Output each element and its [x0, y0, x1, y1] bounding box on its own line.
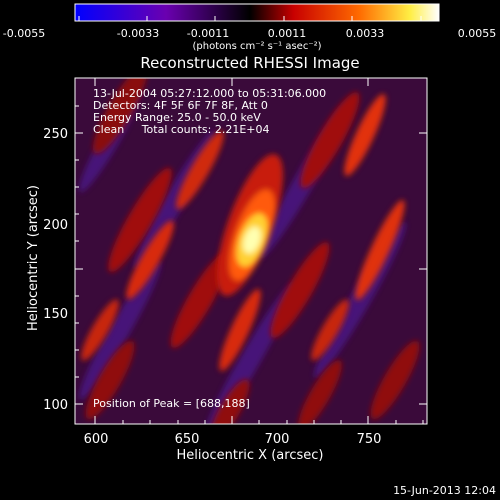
image-frame: [74, 77, 428, 425]
x-tick-label: 700: [265, 432, 290, 447]
y-tick-label: 150: [43, 307, 68, 322]
time-range-text: 13-Jul-2004 05:27:12.000 to 05:31:06.000: [93, 87, 326, 100]
colorbar-tick-label: 0.0055: [458, 27, 497, 40]
energy-range-text: Energy Range: 25.0 - 50.0 keV: [93, 111, 261, 124]
colorbar-tick-label: -0.0055: [3, 27, 45, 40]
peak-position-text: Position of Peak = [688,188]: [93, 397, 250, 410]
y-tick-label: 200: [43, 218, 68, 233]
detectors-text: Detectors: 4F 5F 6F 7F 8F, Att 0: [93, 99, 268, 112]
reconstructed-image: [79, 78, 420, 424]
x-axis-ticks: [94, 78, 424, 424]
colorbar-tick-label: 0.0033: [346, 27, 385, 40]
colorbar-units: (photons cm⁻² s⁻¹ asec⁻²): [192, 41, 321, 52]
colorbar-ticks: [78, 16, 422, 21]
plot-title: Reconstructed RHESSI Image: [140, 54, 359, 72]
colorbar-tick-label: -0.0033: [117, 27, 159, 40]
x-tick-label: 650: [175, 432, 200, 447]
clean-counts-text: Clean Total counts: 2.21E+04: [93, 123, 270, 136]
y-axis-label: Heliocentric Y (arcsec): [26, 185, 41, 331]
colorbar-tick-label: 0.0011: [268, 27, 307, 40]
y-tick-label: 100: [43, 398, 68, 413]
y-tick-label: 250: [43, 127, 68, 142]
colorbar-tick-label: -0.0011: [187, 27, 229, 40]
y-axis-ticks: [75, 105, 427, 405]
x-tick-label: 600: [84, 432, 109, 447]
x-axis-label: Heliocentric X (arcsec): [177, 448, 324, 463]
colorbar: [74, 3, 440, 22]
footer-date: 15-Jun-2013 12:04: [393, 484, 496, 497]
x-tick-label: 750: [357, 432, 382, 447]
